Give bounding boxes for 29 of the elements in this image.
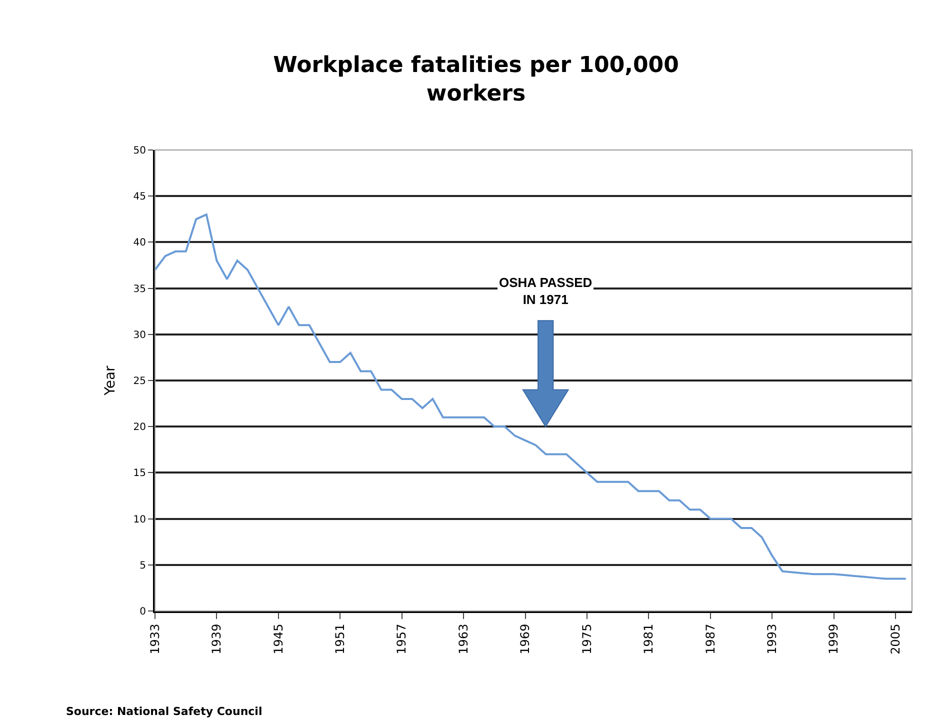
y-axis-title: Year	[102, 365, 118, 396]
x-tick-label: 1933	[148, 624, 162, 654]
y-tick-label: 30	[133, 330, 146, 341]
x-tick-label: 1957	[394, 624, 409, 654]
x-tick-label: 1999	[826, 624, 841, 654]
y-tick-label: 40	[133, 238, 146, 249]
y-tick-label: 25	[133, 376, 146, 387]
source-note: Source: National Safety Council	[66, 705, 262, 718]
y-tick-label: 35	[133, 284, 146, 295]
x-tick-label: 1939	[210, 624, 224, 654]
x-tick-label: 1963	[456, 624, 470, 654]
y-tick-label: 10	[133, 514, 146, 526]
y-tick-label: 0	[140, 606, 146, 618]
x-tick-label: 1969	[518, 624, 532, 654]
y-tick-label: 20	[133, 422, 146, 434]
x-tick-label: 1981	[642, 624, 656, 654]
y-tick-label: 5	[140, 560, 146, 572]
x-tick-label: 1975	[580, 624, 594, 654]
x-tick-label: 1987	[703, 624, 718, 654]
x-tick-label: 1945	[271, 624, 286, 654]
x-tick-label: 1951	[333, 624, 348, 654]
y-tick-label: 50	[133, 146, 146, 156]
line-series	[155, 214, 907, 580]
y-tick-label: 45	[133, 192, 146, 203]
y-tick-label: 15	[133, 468, 146, 480]
x-tick-label: 1993	[765, 624, 780, 654]
chart-title: Workplace fatalities per 100,000 workers	[273, 53, 679, 107]
x-tick-label: 2005	[888, 624, 902, 654]
annotation: OSHA PASSED IN 1971	[499, 275, 592, 307]
